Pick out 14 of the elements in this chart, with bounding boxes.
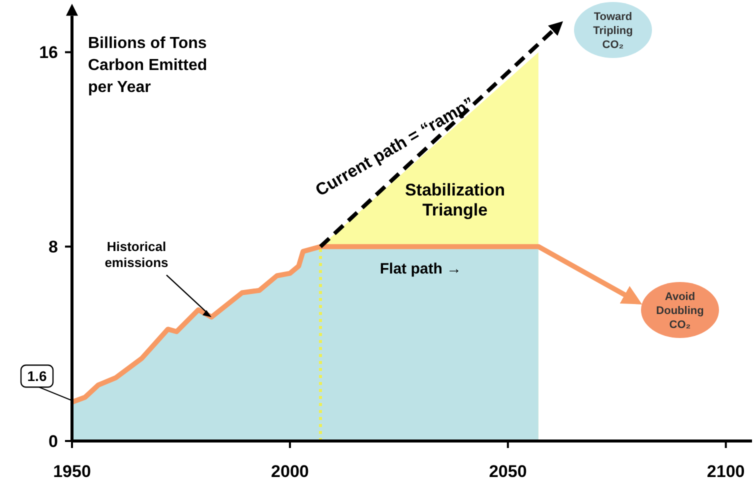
annotation: Historical emissions [104,239,168,270]
x-tick-label: 2100 [706,462,745,481]
annotation: 1.6 [27,368,47,384]
annotation: Flat path → [380,260,462,278]
annotation: Avoid Doubling CO₂ [656,291,704,331]
x-tick-label: 2000 [271,462,309,481]
annotation: Toward Tripling CO₂ [593,11,633,51]
x-tick-label: 2050 [488,462,527,481]
annotation: Stabilization Triangle [404,180,506,220]
y-tick-label: 8 [48,238,58,257]
x-tick-label: 1950 [53,462,91,481]
y-axis-title: Billions of Tons Carbon Emitted per Year [88,35,208,96]
y-tick-label: 16 [39,43,58,62]
y-tick-label: 0 [48,432,58,451]
